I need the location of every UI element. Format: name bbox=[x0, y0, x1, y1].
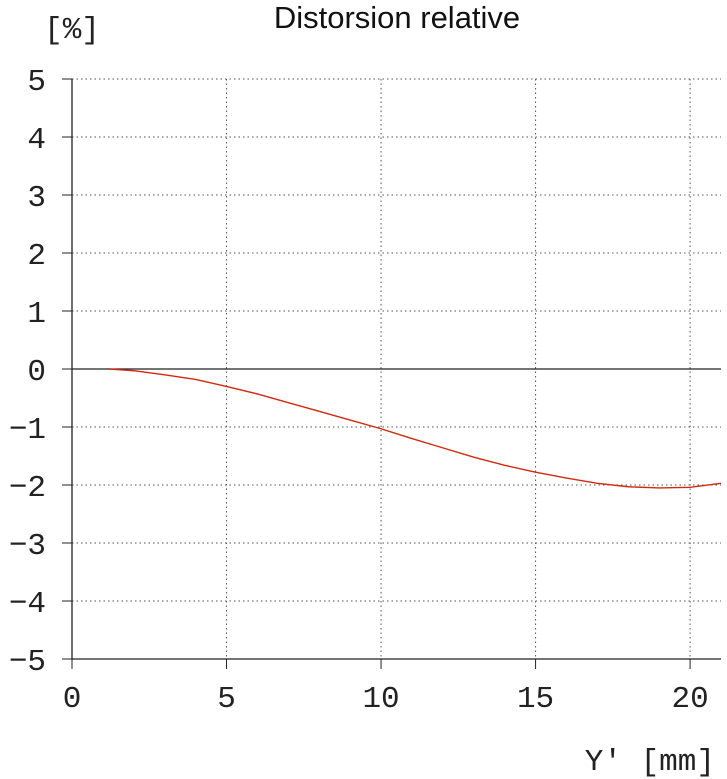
x-axis-label: Y' [mm] bbox=[585, 745, 715, 779]
y-tick-label: −5 bbox=[9, 645, 46, 680]
y-tick-label: −2 bbox=[9, 471, 46, 506]
y-tick-label: 5 bbox=[27, 65, 46, 100]
data-line bbox=[109, 368, 722, 489]
y-tick-label: 1 bbox=[27, 297, 46, 332]
x-tick-label: 10 bbox=[362, 682, 399, 717]
y-tick-label: 4 bbox=[27, 123, 46, 158]
y-tick-label: −1 bbox=[9, 413, 46, 448]
x-tick-label: 15 bbox=[517, 682, 554, 717]
y-tick-label: −3 bbox=[9, 529, 46, 564]
y-tick-label: 3 bbox=[27, 181, 46, 216]
x-tick-label: 20 bbox=[671, 682, 708, 717]
x-tick-label: 5 bbox=[217, 682, 236, 717]
y-tick-label: 0 bbox=[27, 355, 46, 390]
chart-title: Distorsion relative bbox=[274, 0, 520, 35]
y-tick-label: 2 bbox=[27, 239, 46, 274]
y-axis-label: [%] bbox=[44, 13, 100, 48]
x-tick-label: 0 bbox=[63, 682, 82, 717]
y-tick-label: −4 bbox=[9, 587, 46, 622]
